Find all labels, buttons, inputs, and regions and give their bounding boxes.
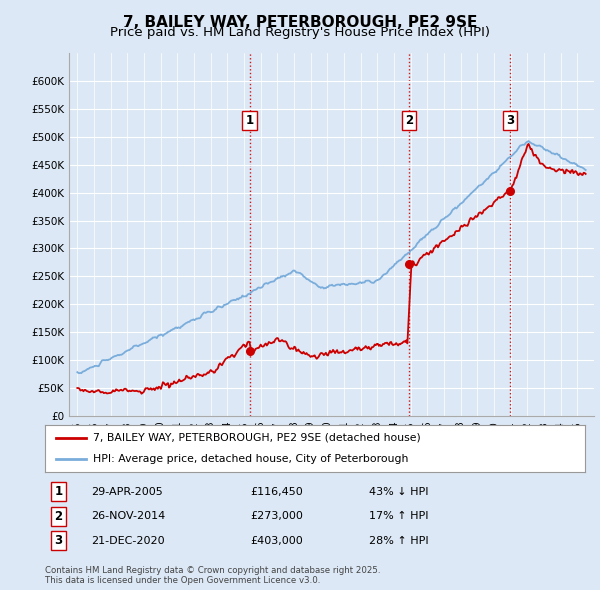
Text: 43% ↓ HPI: 43% ↓ HPI [369, 487, 428, 497]
Text: 3: 3 [55, 535, 62, 548]
Text: Price paid vs. HM Land Registry's House Price Index (HPI): Price paid vs. HM Land Registry's House … [110, 26, 490, 39]
Text: 7, BAILEY WAY, PETERBOROUGH, PE2 9SE: 7, BAILEY WAY, PETERBOROUGH, PE2 9SE [123, 15, 477, 30]
Text: Contains HM Land Registry data © Crown copyright and database right 2025.
This d: Contains HM Land Registry data © Crown c… [45, 566, 380, 585]
Text: 26-NOV-2014: 26-NOV-2014 [91, 512, 165, 521]
Text: 21-DEC-2020: 21-DEC-2020 [91, 536, 164, 546]
Text: £273,000: £273,000 [250, 512, 303, 521]
Text: 1: 1 [245, 114, 254, 127]
Text: 17% ↑ HPI: 17% ↑ HPI [369, 512, 428, 521]
Text: 7, BAILEY WAY, PETERBOROUGH, PE2 9SE (detached house): 7, BAILEY WAY, PETERBOROUGH, PE2 9SE (de… [92, 432, 420, 442]
Text: 1: 1 [55, 485, 62, 498]
Text: 2: 2 [405, 114, 413, 127]
Text: 2: 2 [55, 510, 62, 523]
Text: 29-APR-2005: 29-APR-2005 [91, 487, 163, 497]
Text: 28% ↑ HPI: 28% ↑ HPI [369, 536, 428, 546]
Text: HPI: Average price, detached house, City of Peterborough: HPI: Average price, detached house, City… [92, 454, 408, 464]
Text: £116,450: £116,450 [250, 487, 303, 497]
Text: 3: 3 [506, 114, 514, 127]
Text: £403,000: £403,000 [250, 536, 303, 546]
